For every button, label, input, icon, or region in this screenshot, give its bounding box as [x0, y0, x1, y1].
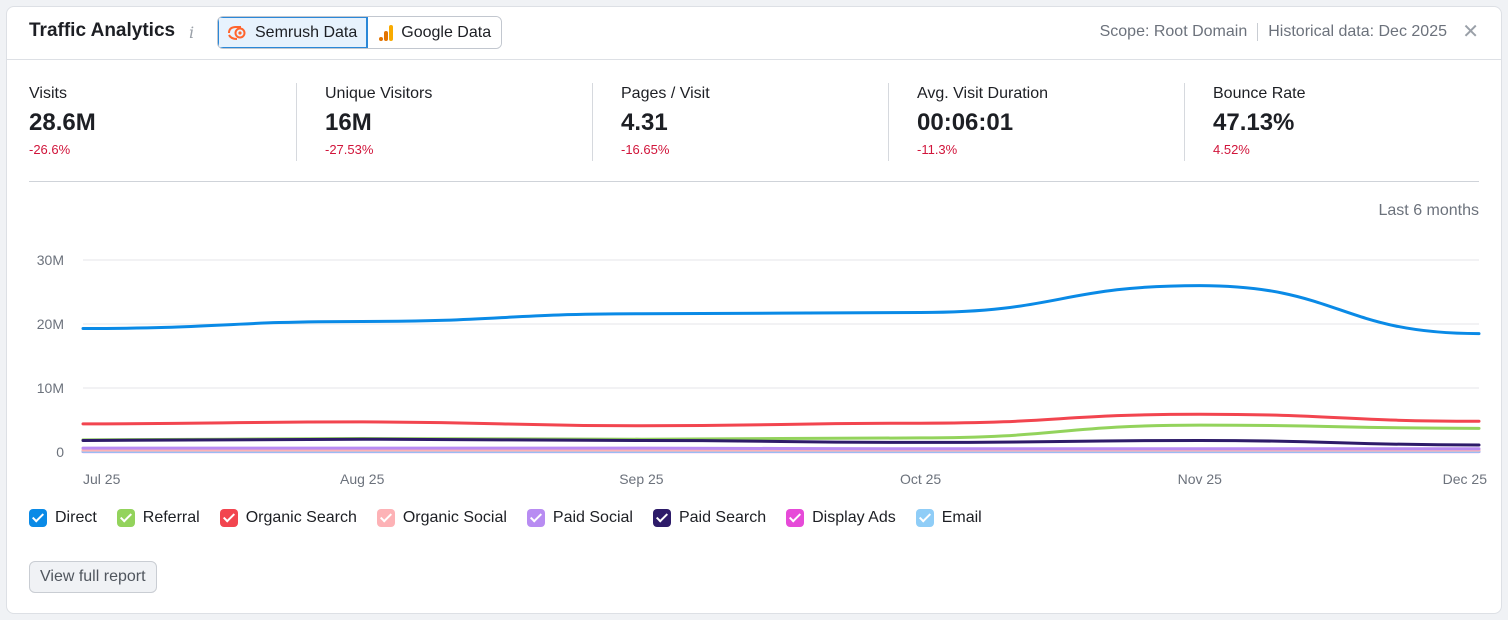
traffic-chart: 0 10M 20M 30M Jul 25 Aug 25 Sep 25 Oct 25 Nov 25…	[37, 252, 1488, 487]
legend-label: Organic Social	[402, 509, 507, 526]
y-tick-label: 0	[56, 444, 64, 460]
legend-label: Paid Social	[552, 509, 633, 526]
legend-item-paid-social[interactable]: Paid Social	[526, 509, 633, 527]
metric-bounce-rate: Bounce Rate 47.13% 4.52%	[1213, 81, 1306, 161]
legend-item-display-ads[interactable]: Display Ads	[786, 509, 896, 527]
checkbox-checked-icon[interactable]	[376, 509, 395, 527]
metric-divider	[592, 83, 593, 161]
legend-item-email[interactable]: Email	[915, 509, 982, 527]
semrush-data-label: Semrush Data	[255, 23, 358, 41]
x-tick-label: Dec 25	[1443, 471, 1488, 487]
scope-label: Scope: Root Domain	[1099, 23, 1248, 40]
google-data-label: Google Data	[401, 23, 492, 41]
metric-label: Avg. Visit Duration	[917, 85, 1049, 102]
series-line-paid-social	[81, 446, 1481, 451]
scope-divider	[1257, 23, 1259, 41]
legend-label: Direct	[55, 509, 97, 526]
legend-label: Email	[941, 509, 982, 526]
legend-label: Organic Search	[245, 509, 357, 526]
metric-pages-per-visit: Pages / Visit 4.31 -16.65%	[621, 81, 710, 161]
traffic-analytics-widget: Traffic Analytics i Semrush Data Google	[6, 6, 1502, 614]
checkbox-checked-icon[interactable]	[116, 509, 135, 527]
metric-delta: -11.3%	[917, 142, 958, 157]
metric-value: 4.31	[621, 109, 668, 136]
x-tick-label: Sep 25	[619, 471, 664, 487]
close-icon[interactable]: ✕	[1462, 21, 1479, 43]
x-tick-label: Nov 25	[1178, 471, 1223, 487]
legend-item-organic-search[interactable]: Organic Search	[219, 509, 357, 527]
metric-delta: -27.53%	[325, 142, 374, 157]
legend-item-paid-search[interactable]: Paid Search	[652, 509, 767, 527]
x-tick-label: Jul 25	[83, 471, 121, 487]
metric-delta: -16.65%	[621, 142, 670, 157]
x-tick-label: Oct 25	[900, 471, 941, 487]
metrics-row: Visits 28.6M -26.6% Unique Visitors 16M …	[29, 81, 1479, 182]
metric-value: 00:06:01	[917, 109, 1014, 136]
series-line-referral	[81, 423, 1481, 442]
widget-title: Traffic Analytics	[29, 20, 176, 41]
series-line-organic-search	[81, 412, 1481, 428]
legend-label: Display Ads	[812, 509, 896, 526]
metric-visits: Visits 28.6M -26.6%	[29, 81, 96, 161]
metric-value: 47.13%	[1213, 109, 1295, 136]
metric-avg-visit-duration: Avg. Visit Duration 00:06:01 -11.3%	[917, 81, 1048, 161]
metric-label: Unique Visitors	[325, 85, 433, 102]
y-tick-label: 30M	[37, 252, 64, 268]
widget-header: Traffic Analytics i Semrush Data Google	[7, 7, 1501, 60]
metric-delta: 4.52%	[1213, 142, 1250, 157]
legend-label: Paid Search	[678, 509, 767, 526]
metric-divider	[1184, 83, 1185, 161]
legend-label: Referral	[142, 509, 200, 526]
metric-unique-visitors: Unique Visitors 16M -27.53%	[325, 81, 432, 161]
metric-delta: -26.6%	[29, 142, 71, 157]
y-tick-label: 20M	[37, 316, 64, 332]
y-tick-label: 10M	[37, 380, 64, 396]
google-analytics-icon	[379, 24, 394, 41]
google-data-toggle[interactable]: Google Data	[368, 17, 502, 48]
metric-value: 16M	[325, 109, 372, 136]
checkbox-checked-icon[interactable]	[915, 509, 934, 527]
metric-label: Bounce Rate	[1213, 85, 1306, 102]
semrush-logo-icon	[228, 25, 246, 40]
chart-legend: Direct Referral Organic Search Organic Soci…	[29, 509, 1002, 527]
metric-label: Visits	[29, 85, 67, 102]
legend-item-referral[interactable]: Referral	[116, 509, 200, 527]
metric-divider	[888, 83, 889, 161]
metric-divider	[296, 83, 297, 161]
legend-item-organic-social[interactable]: Organic Social	[376, 509, 507, 527]
checkbox-checked-icon[interactable]	[219, 509, 238, 527]
checkbox-checked-icon[interactable]	[786, 509, 805, 527]
legend-item-direct[interactable]: Direct	[29, 509, 97, 527]
checkbox-checked-icon[interactable]	[652, 509, 671, 527]
data-source-toggle: Semrush Data Google Data	[217, 16, 503, 49]
checkbox-checked-icon[interactable]	[526, 509, 545, 527]
series-line-direct	[81, 284, 1481, 336]
scope-info: Scope: Root Domain Historical data: Dec …	[1100, 23, 1447, 41]
view-full-report-button[interactable]: View full report	[29, 561, 157, 593]
historical-data-label: Historical data: Dec 2025	[1268, 23, 1447, 40]
semrush-data-toggle[interactable]: Semrush Data	[218, 17, 369, 48]
x-tick-label: Aug 25	[340, 471, 385, 487]
metric-label: Pages / Visit	[621, 85, 710, 102]
info-icon[interactable]: i	[189, 23, 195, 42]
metric-value: 28.6M	[29, 109, 96, 136]
checkbox-checked-icon[interactable]	[29, 509, 47, 527]
series-line-paid-search	[81, 437, 1481, 447]
period-label: Last 6 months	[1378, 202, 1480, 219]
